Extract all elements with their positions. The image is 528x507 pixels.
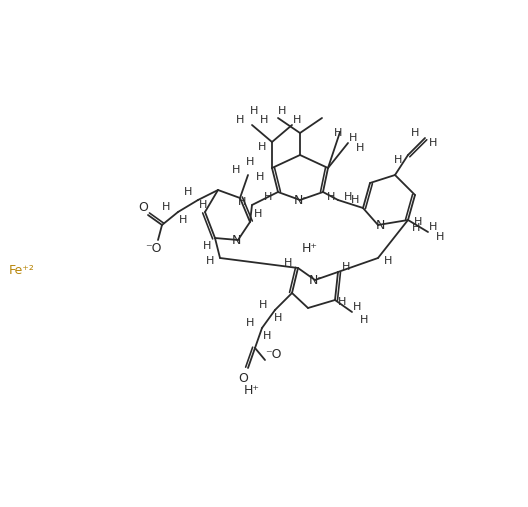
Text: N⁻: N⁻ bbox=[309, 273, 325, 286]
Text: H: H bbox=[236, 115, 244, 125]
Text: H: H bbox=[356, 143, 364, 153]
Text: H: H bbox=[256, 172, 264, 182]
Text: H: H bbox=[250, 106, 258, 116]
Text: H: H bbox=[412, 223, 420, 233]
Text: N: N bbox=[231, 234, 241, 246]
Text: H: H bbox=[436, 232, 444, 242]
Text: H: H bbox=[334, 128, 342, 138]
Text: O: O bbox=[138, 200, 148, 213]
Text: Fe⁺²: Fe⁺² bbox=[9, 264, 35, 276]
Text: H: H bbox=[349, 133, 357, 143]
Text: H: H bbox=[342, 262, 350, 272]
Text: H: H bbox=[264, 192, 272, 202]
Text: H: H bbox=[351, 195, 359, 205]
Text: H: H bbox=[259, 300, 267, 310]
Text: H: H bbox=[184, 187, 192, 197]
Text: ⁻O: ⁻O bbox=[265, 348, 281, 361]
Text: H: H bbox=[344, 192, 352, 202]
Text: O: O bbox=[238, 372, 248, 384]
Text: H: H bbox=[199, 200, 207, 210]
Text: H: H bbox=[411, 128, 419, 138]
Text: H: H bbox=[429, 222, 437, 232]
Text: H: H bbox=[414, 217, 422, 227]
Text: H: H bbox=[353, 302, 361, 312]
Text: H: H bbox=[258, 142, 266, 152]
Text: H: H bbox=[206, 256, 214, 266]
Text: H: H bbox=[179, 215, 187, 225]
Text: H: H bbox=[238, 197, 246, 207]
Text: H: H bbox=[284, 258, 292, 268]
Text: H: H bbox=[263, 331, 271, 341]
Text: H: H bbox=[246, 318, 254, 328]
Text: H: H bbox=[327, 192, 335, 202]
Text: ⁻O: ⁻O bbox=[145, 241, 161, 255]
Text: H: H bbox=[232, 165, 240, 175]
Text: H: H bbox=[203, 241, 211, 251]
Text: H⁺: H⁺ bbox=[302, 241, 318, 255]
Text: H: H bbox=[394, 155, 402, 165]
Text: H: H bbox=[429, 138, 437, 148]
Text: H: H bbox=[274, 313, 282, 323]
Text: H⁺: H⁺ bbox=[244, 383, 260, 396]
Text: H: H bbox=[293, 115, 301, 125]
Text: H: H bbox=[246, 157, 254, 167]
Text: H: H bbox=[260, 115, 268, 125]
Text: H: H bbox=[384, 256, 392, 266]
Text: N: N bbox=[375, 219, 385, 232]
Text: N⁻: N⁻ bbox=[294, 194, 310, 206]
Text: H: H bbox=[360, 315, 368, 325]
Text: H: H bbox=[278, 106, 286, 116]
Text: H: H bbox=[338, 297, 346, 307]
Text: H: H bbox=[162, 202, 170, 212]
Text: H: H bbox=[254, 209, 262, 219]
